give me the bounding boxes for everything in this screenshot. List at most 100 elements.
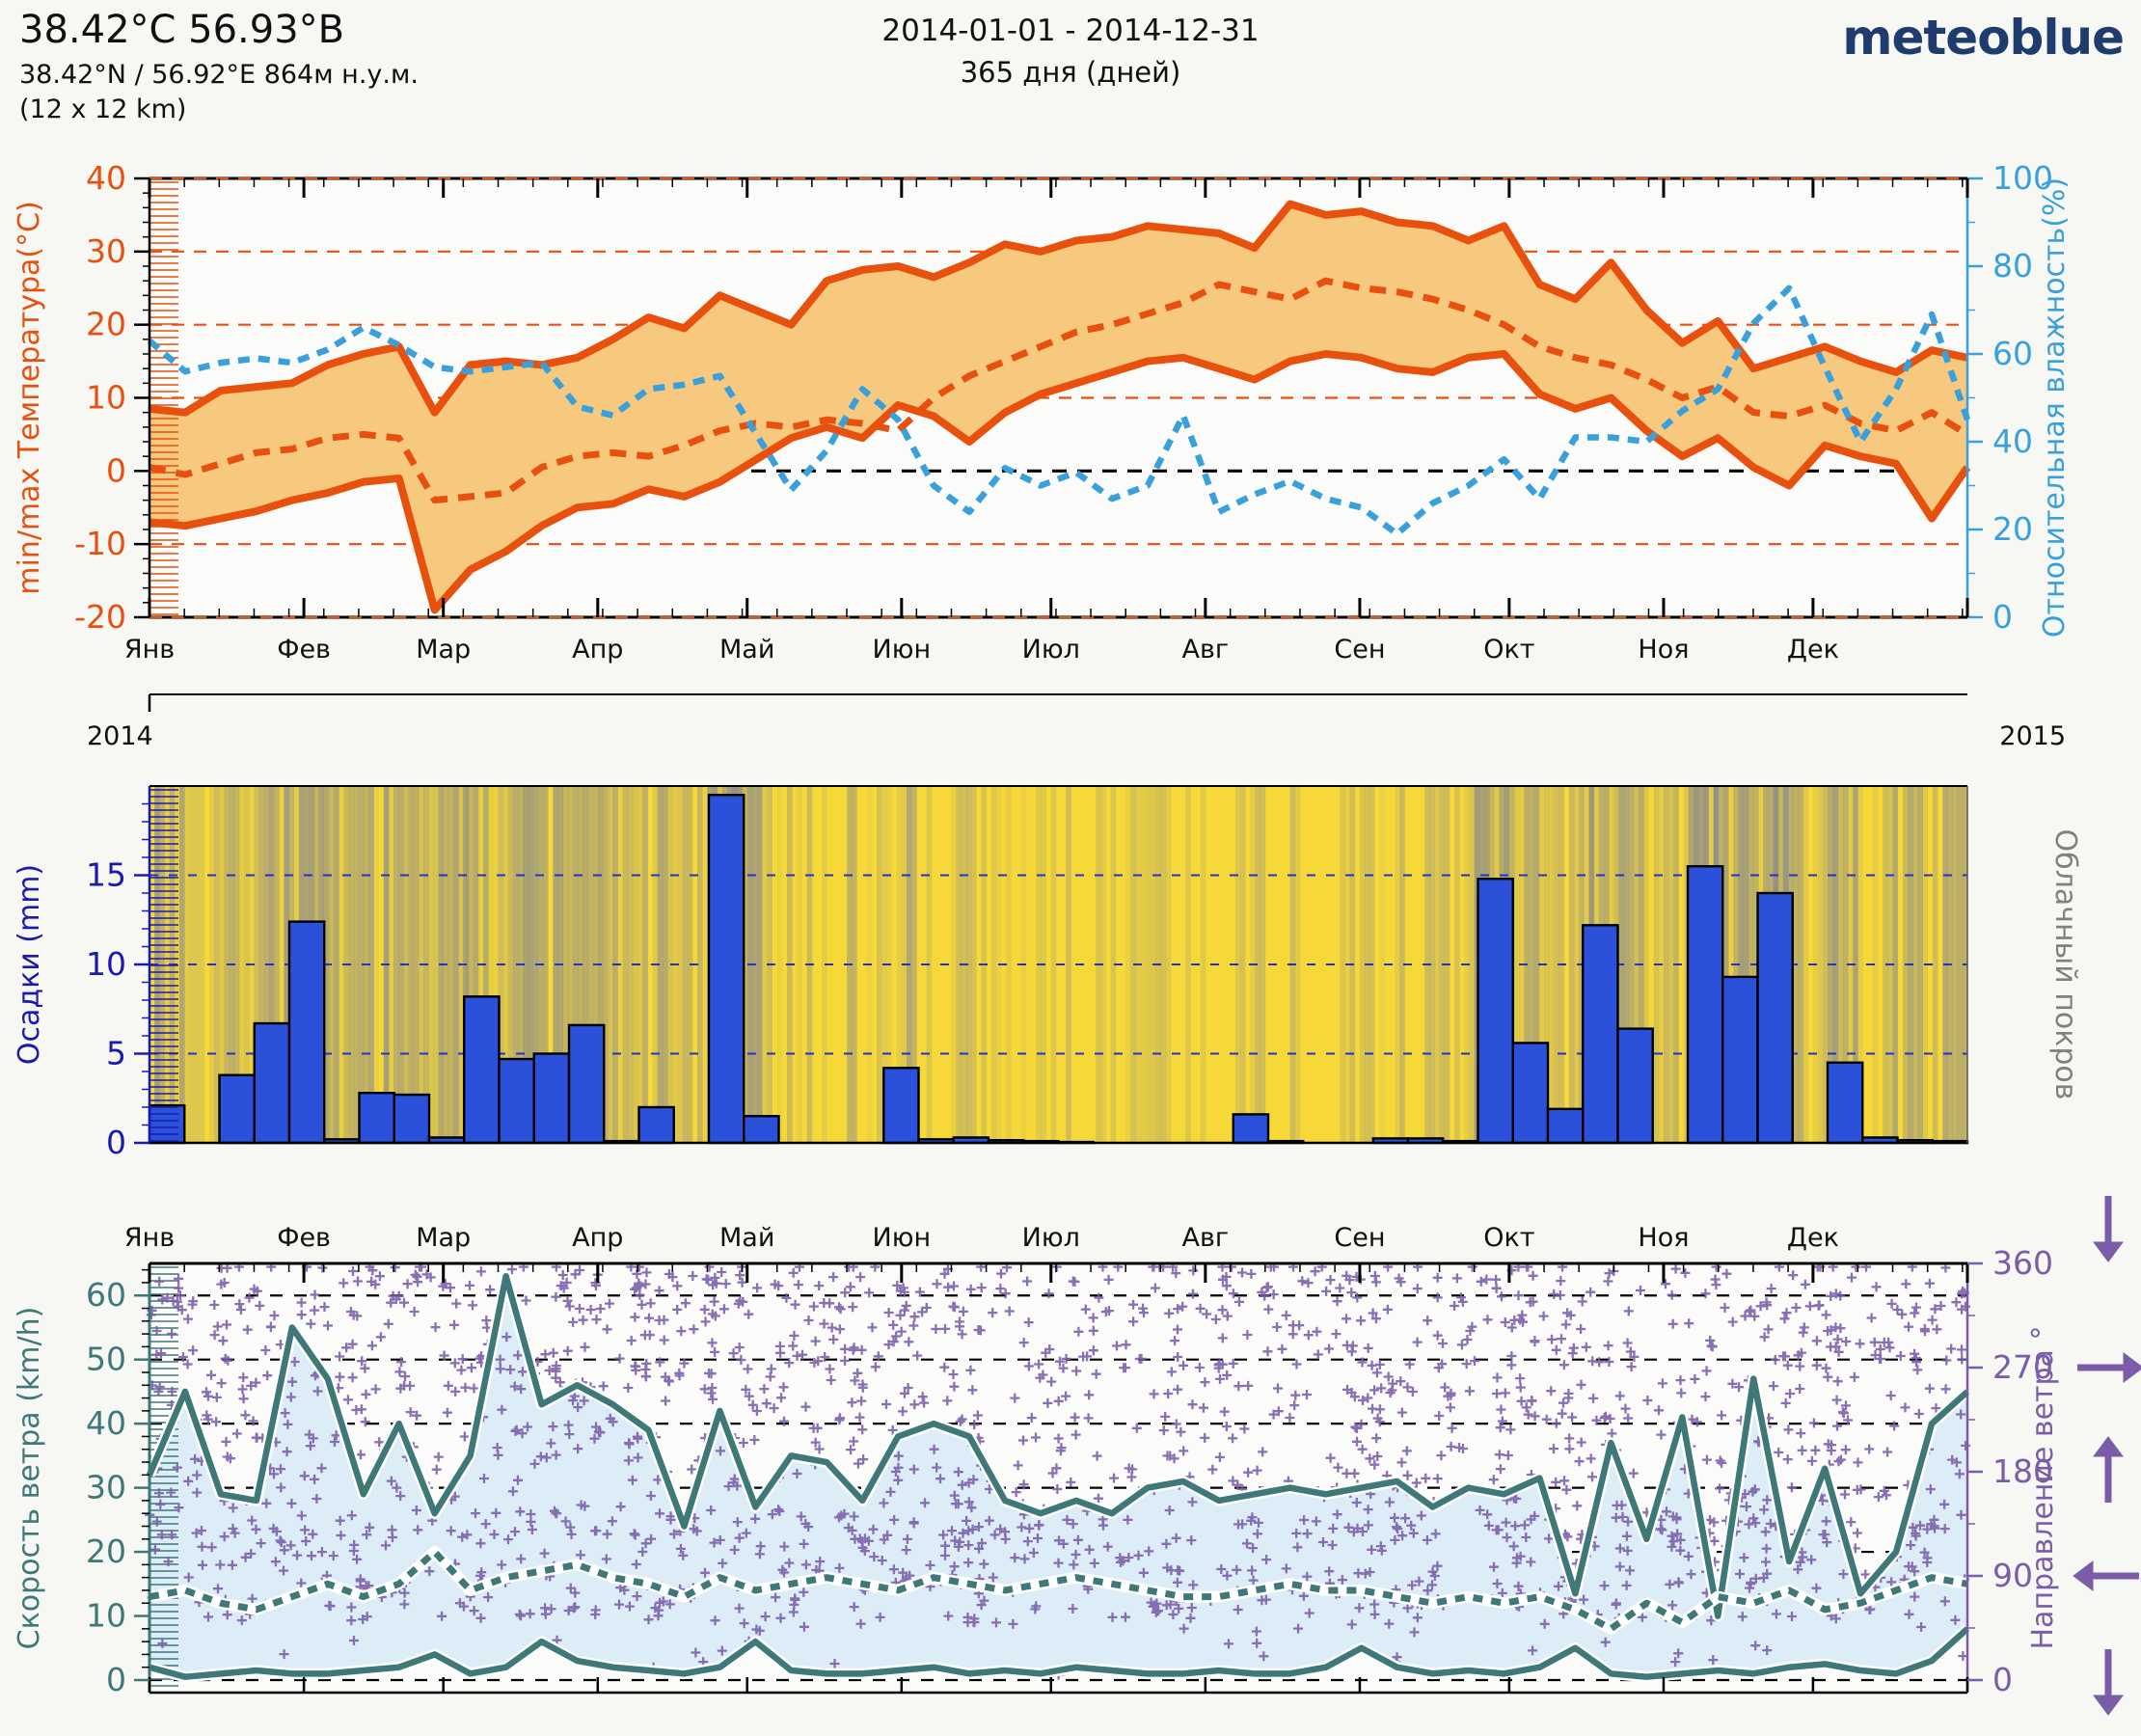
grid-resolution: (12 x 12 km): [19, 95, 187, 124]
month-label: Июн: [873, 1223, 932, 1253]
location-title: 38.42°C 56.93°B: [19, 8, 345, 52]
date-range: 2014-01-01 - 2014-12-31: [881, 14, 1260, 48]
precip-bar: [358, 1091, 395, 1145]
wind-tick: 10: [86, 1597, 126, 1635]
temp-tick: -20: [74, 598, 126, 636]
month-label: Апр: [572, 635, 623, 665]
precip-bar: [1616, 1027, 1654, 1145]
temperature-humidity-panel: -20 -10 0 10 20 30 40 0 20 40 60 80 100 min/max Темпе…: [13, 159, 2072, 751]
precip-bar: [1686, 865, 1724, 1145]
t-max-line: [149, 200, 1968, 417]
wind-mean-line: [149, 1548, 1968, 1633]
wind-panel: 0 10 20 30 40 50 60 0 90 180 270 360 Скорость ветра …: [13, 1196, 2141, 1716]
precip-axis-title: Осадки (mm): [13, 864, 46, 1065]
precip-bar: [707, 794, 745, 1145]
wind-max-line: [147, 1273, 1970, 1619]
wind-tick: 40: [86, 1404, 126, 1442]
direction-tick: 0: [1992, 1661, 2013, 1698]
wind-axis-title: Скорость ветра (km/h): [13, 1307, 46, 1650]
month-label: Окт: [1483, 635, 1534, 665]
direction-axis-title: Направление ветра °: [2026, 1326, 2060, 1650]
precip-bar: [463, 995, 501, 1145]
month-label: Ноя: [1638, 635, 1689, 665]
precip-bar: [743, 1115, 780, 1145]
precipitation-cloud-panel: 0 5 10 15 Осадки (mm) Облачный покров: [13, 785, 2082, 1161]
precip-tick: 0: [106, 1124, 126, 1161]
precip-bar: [1721, 975, 1759, 1145]
precip-bar: [637, 1105, 675, 1145]
month-label: Фев: [277, 1223, 331, 1253]
temp-tick: 30: [86, 232, 126, 270]
precip-bar: [1756, 891, 1794, 1145]
humidity-tick: 40: [1992, 422, 2033, 460]
month-label: Апр: [572, 1223, 623, 1253]
humidity-axis-title: Относительная влажность(%): [2038, 177, 2072, 637]
precip-bar: [532, 1052, 571, 1145]
direction-tick: 180: [1992, 1452, 2053, 1490]
humidity-tick: 100: [1992, 159, 2053, 197]
precip-tick: 5: [106, 1035, 126, 1072]
wind-direction-arrow-left: [2073, 1560, 2139, 1591]
precip-bar: [1232, 1113, 1270, 1145]
precip-tick: 10: [86, 945, 126, 983]
temp-tick: 20: [86, 306, 126, 343]
month-label: Ноя: [1638, 1223, 1689, 1253]
month-label: Мар: [416, 635, 471, 665]
month-label: Сен: [1334, 1223, 1385, 1253]
precip-bar: [287, 920, 326, 1145]
precip-bar: [393, 1093, 431, 1145]
humidity-tick: 20: [1992, 510, 2033, 548]
month-label: Дек: [1787, 635, 1839, 665]
day-count: 365 дня (дней): [960, 56, 1181, 89]
month-label: Июн: [873, 635, 932, 665]
temp-tick: 0: [106, 451, 126, 489]
temp-axis-title: min/max Температура(°C): [13, 201, 46, 595]
precip-bar: [253, 1021, 291, 1145]
precip-tick: 15: [86, 856, 126, 894]
precip-bar: [1546, 1107, 1585, 1145]
wind-tick: 0: [106, 1661, 126, 1698]
direction-tick: 90: [1992, 1557, 2033, 1594]
month-label: Янв: [124, 1223, 175, 1253]
wind-direction-arrow-right: [2077, 1352, 2141, 1383]
t-min-line: [149, 350, 1971, 614]
precip-bar: [218, 1073, 256, 1145]
precip-bar: [1511, 1042, 1550, 1145]
month-label: Янв: [124, 635, 175, 665]
direction-tick: 360: [1992, 1244, 2053, 1282]
precip-bar: [882, 1067, 920, 1145]
month-label: Июл: [1022, 1223, 1080, 1253]
wind-direction-arrow-down: [2093, 1196, 2124, 1262]
humidity-tick: 80: [1992, 247, 2033, 285]
humidity-tick: 60: [1992, 335, 2033, 372]
month-label: Авг: [1182, 1223, 1230, 1253]
month-label: Авг: [1182, 635, 1230, 665]
wind-tick: 60: [86, 1276, 126, 1314]
month-label: Окт: [1483, 1223, 1534, 1253]
meteoblue-logo: meteoblue: [1842, 10, 2125, 66]
cloud-axis-title: Облачный покров: [2048, 829, 2082, 1100]
precip-bar: [1477, 878, 1514, 1145]
direction-tick: 270: [1992, 1348, 2053, 1386]
precip-bar: [1826, 1061, 1864, 1145]
month-label: Май: [719, 635, 774, 665]
humidity-tick: 0: [1992, 598, 2013, 636]
wind-direction-arrow-down: [2093, 1649, 2124, 1716]
precip-bar: [498, 1057, 535, 1145]
month-label: Мар: [416, 1223, 471, 1253]
precip-bar: [1582, 924, 1619, 1145]
precip-bar: [148, 1103, 186, 1145]
humidity-line: [147, 285, 1971, 537]
month-label: Фев: [277, 635, 331, 665]
month-label: Июл: [1022, 635, 1080, 665]
wind-tick: 30: [86, 1469, 126, 1506]
month-label: Сен: [1334, 635, 1385, 665]
temperature-band: [149, 203, 1967, 610]
month-label: Май: [719, 1223, 774, 1253]
year-start: 2014: [87, 721, 153, 751]
temp-tick: -10: [74, 525, 126, 562]
month-label: Дек: [1787, 1223, 1839, 1253]
temp-tick: 40: [86, 159, 126, 197]
